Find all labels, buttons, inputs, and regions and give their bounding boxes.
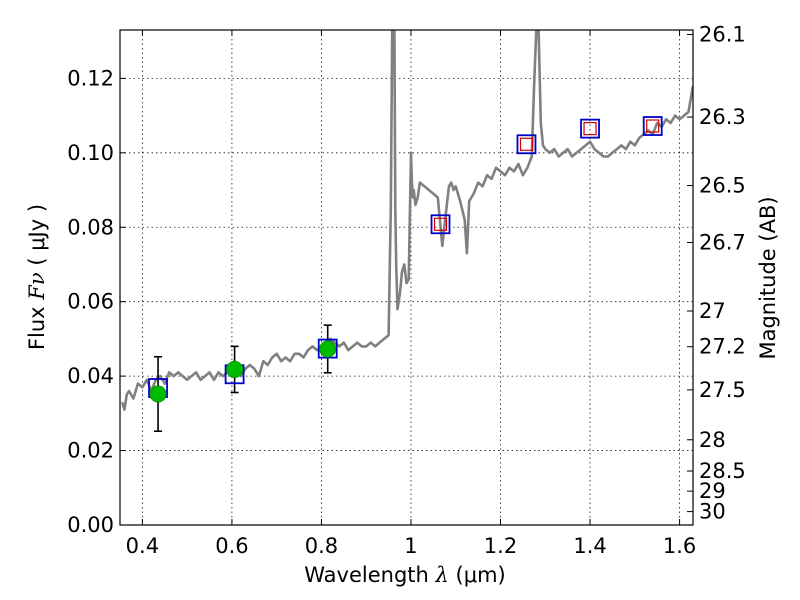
predicted-flux-square [519, 137, 534, 151]
y2-tick-label: 27.5 [699, 378, 746, 402]
y2-tick-label: 27.2 [699, 335, 746, 359]
x-tick-label: 0.8 [305, 534, 338, 558]
x-tick-label: 0.6 [215, 534, 248, 558]
y2-tick-label: 28 [699, 428, 726, 452]
y2-tick-label: 26.7 [699, 231, 746, 255]
model-flux-square [642, 116, 663, 136]
y-axis-label-unit: ( μJy ) [25, 204, 49, 266]
model-flux-square [430, 214, 451, 235]
predicted-flux-square [433, 217, 448, 231]
predicted-flux-square [583, 122, 597, 136]
y-tick-label: 0.10 [67, 141, 114, 165]
model-flux-square [317, 338, 338, 359]
axes: 0.4 0.6 0.8 1 1.2 1.4 1.6 0.00 0.02 0.04 0.06 0.08 0… [67, 22, 746, 558]
plot-frame [119, 29, 694, 526]
model-flux-square [516, 134, 537, 155]
y2-tick-label: 27 [699, 299, 726, 323]
y-axis-label: Flux Fν ( μJy ) [25, 204, 49, 350]
y-tick-label: 0.02 [67, 439, 114, 463]
x-axis-label: Wavelength λ (μm) [304, 563, 505, 587]
observed-flux-point [149, 385, 167, 403]
sed-line [120, 30, 693, 411]
y-tick-label: 0.08 [67, 215, 114, 239]
plot-area [120, 30, 693, 433]
y-tick-label: 0.04 [67, 364, 114, 388]
x-tick-label: 1.2 [484, 534, 517, 558]
y-axis-label-text: Flux [25, 306, 49, 350]
x-tick-label: 1 [404, 534, 417, 558]
y2-tick-label: 26.5 [699, 174, 746, 198]
y2-tick-label: 26.1 [699, 22, 746, 46]
y-tick-label: 0.06 [67, 290, 114, 314]
y-axis-label-symbol: Fν [25, 272, 49, 301]
y-tick-label: 0.00 [67, 513, 114, 537]
y2-tick-label: 29 [699, 479, 726, 503]
predicted-flux-square [646, 119, 660, 133]
model-flux-square [580, 118, 600, 139]
x-tick-label: 1.4 [573, 534, 606, 558]
y2-tick-label: 26.3 [699, 105, 746, 129]
x-tick-label: 0.4 [126, 534, 159, 558]
y2-axis-label: Magnitude (AB) [756, 196, 780, 359]
x-tick-label: 1.6 [663, 534, 696, 558]
observed-flux-point [226, 360, 244, 378]
y2-tick-label: 28.5 [699, 459, 746, 483]
x-axis-label-unit: (μm) [456, 563, 506, 587]
y-tick-label: 0.12 [67, 66, 114, 90]
x-axis-label-text: Wavelength [304, 563, 429, 587]
observed-flux-point [319, 340, 337, 358]
x-axis-label-symbol: λ [435, 563, 449, 587]
y2-tick-label: 30 [699, 500, 726, 524]
